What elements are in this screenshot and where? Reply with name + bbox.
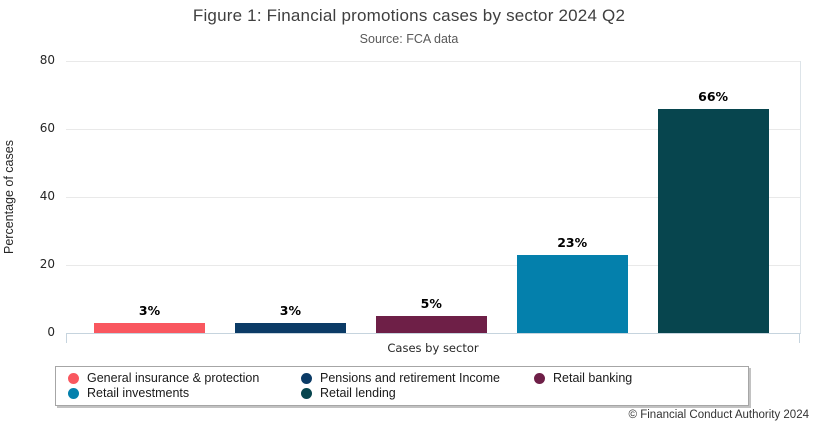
copyright-text: © Financial Conduct Authority 2024: [628, 409, 809, 421]
legend-marker-icon: [534, 372, 545, 384]
legend-label: Retail lending: [320, 386, 396, 400]
legend-marker-icon: [68, 372, 79, 384]
axis-corner-tick: [66, 334, 67, 343]
bar-3: [375, 316, 487, 333]
bar-value-label: 23%: [557, 234, 588, 250]
legend-item: Retail investments: [68, 386, 301, 400]
legend-label: Retail banking: [553, 371, 633, 385]
bar-4: [516, 254, 628, 333]
gridline-20: [66, 264, 800, 266]
bar-value-label: 3%: [138, 302, 161, 318]
y-tick-20: 20: [39, 257, 55, 271]
legend-marker-icon: [68, 387, 79, 399]
legend-label: Pensions and retirement Income: [320, 371, 500, 385]
bar-1: [94, 322, 205, 333]
y-tick-80: 80: [39, 53, 55, 67]
bar-value-label: 66%: [698, 88, 729, 104]
gridline-60: [66, 128, 800, 130]
legend-item: Retail lending: [301, 386, 534, 400]
y-tick-60: 60: [39, 121, 55, 135]
legend-item: Retail banking: [534, 371, 738, 385]
x-axis-title: Cases by sector: [387, 341, 479, 355]
chart-title: Figure 1: Financial promotions cases by …: [192, 6, 626, 25]
y-tick-0: 0: [47, 325, 55, 339]
gridline-80: [66, 60, 800, 62]
y-tick-40: 40: [39, 189, 55, 203]
chart-subtitle: Source: FCA data: [359, 32, 459, 46]
legend-label: General insurance & protection: [87, 371, 260, 385]
legend-label: Retail investments: [87, 386, 190, 400]
plot-area: 3% 3% 5% 23% 66%: [66, 60, 801, 343]
legend-marker-icon: [301, 387, 312, 399]
legend: General insurance & protection Pensions a…: [55, 366, 749, 406]
y-axis-title: Percentage of cases: [2, 140, 16, 254]
bar-value-label: 3%: [279, 302, 301, 318]
bar-value-label: 5%: [420, 296, 442, 311]
gridline-40: [66, 196, 800, 198]
bar-5: [657, 108, 769, 333]
legend-item: General insurance & protection: [68, 371, 301, 385]
bar-2: [234, 322, 346, 333]
legend-item: Pensions and retirement Income: [301, 371, 534, 385]
legend-marker-icon: [301, 372, 312, 384]
axis-corner-tick: [799, 334, 800, 343]
